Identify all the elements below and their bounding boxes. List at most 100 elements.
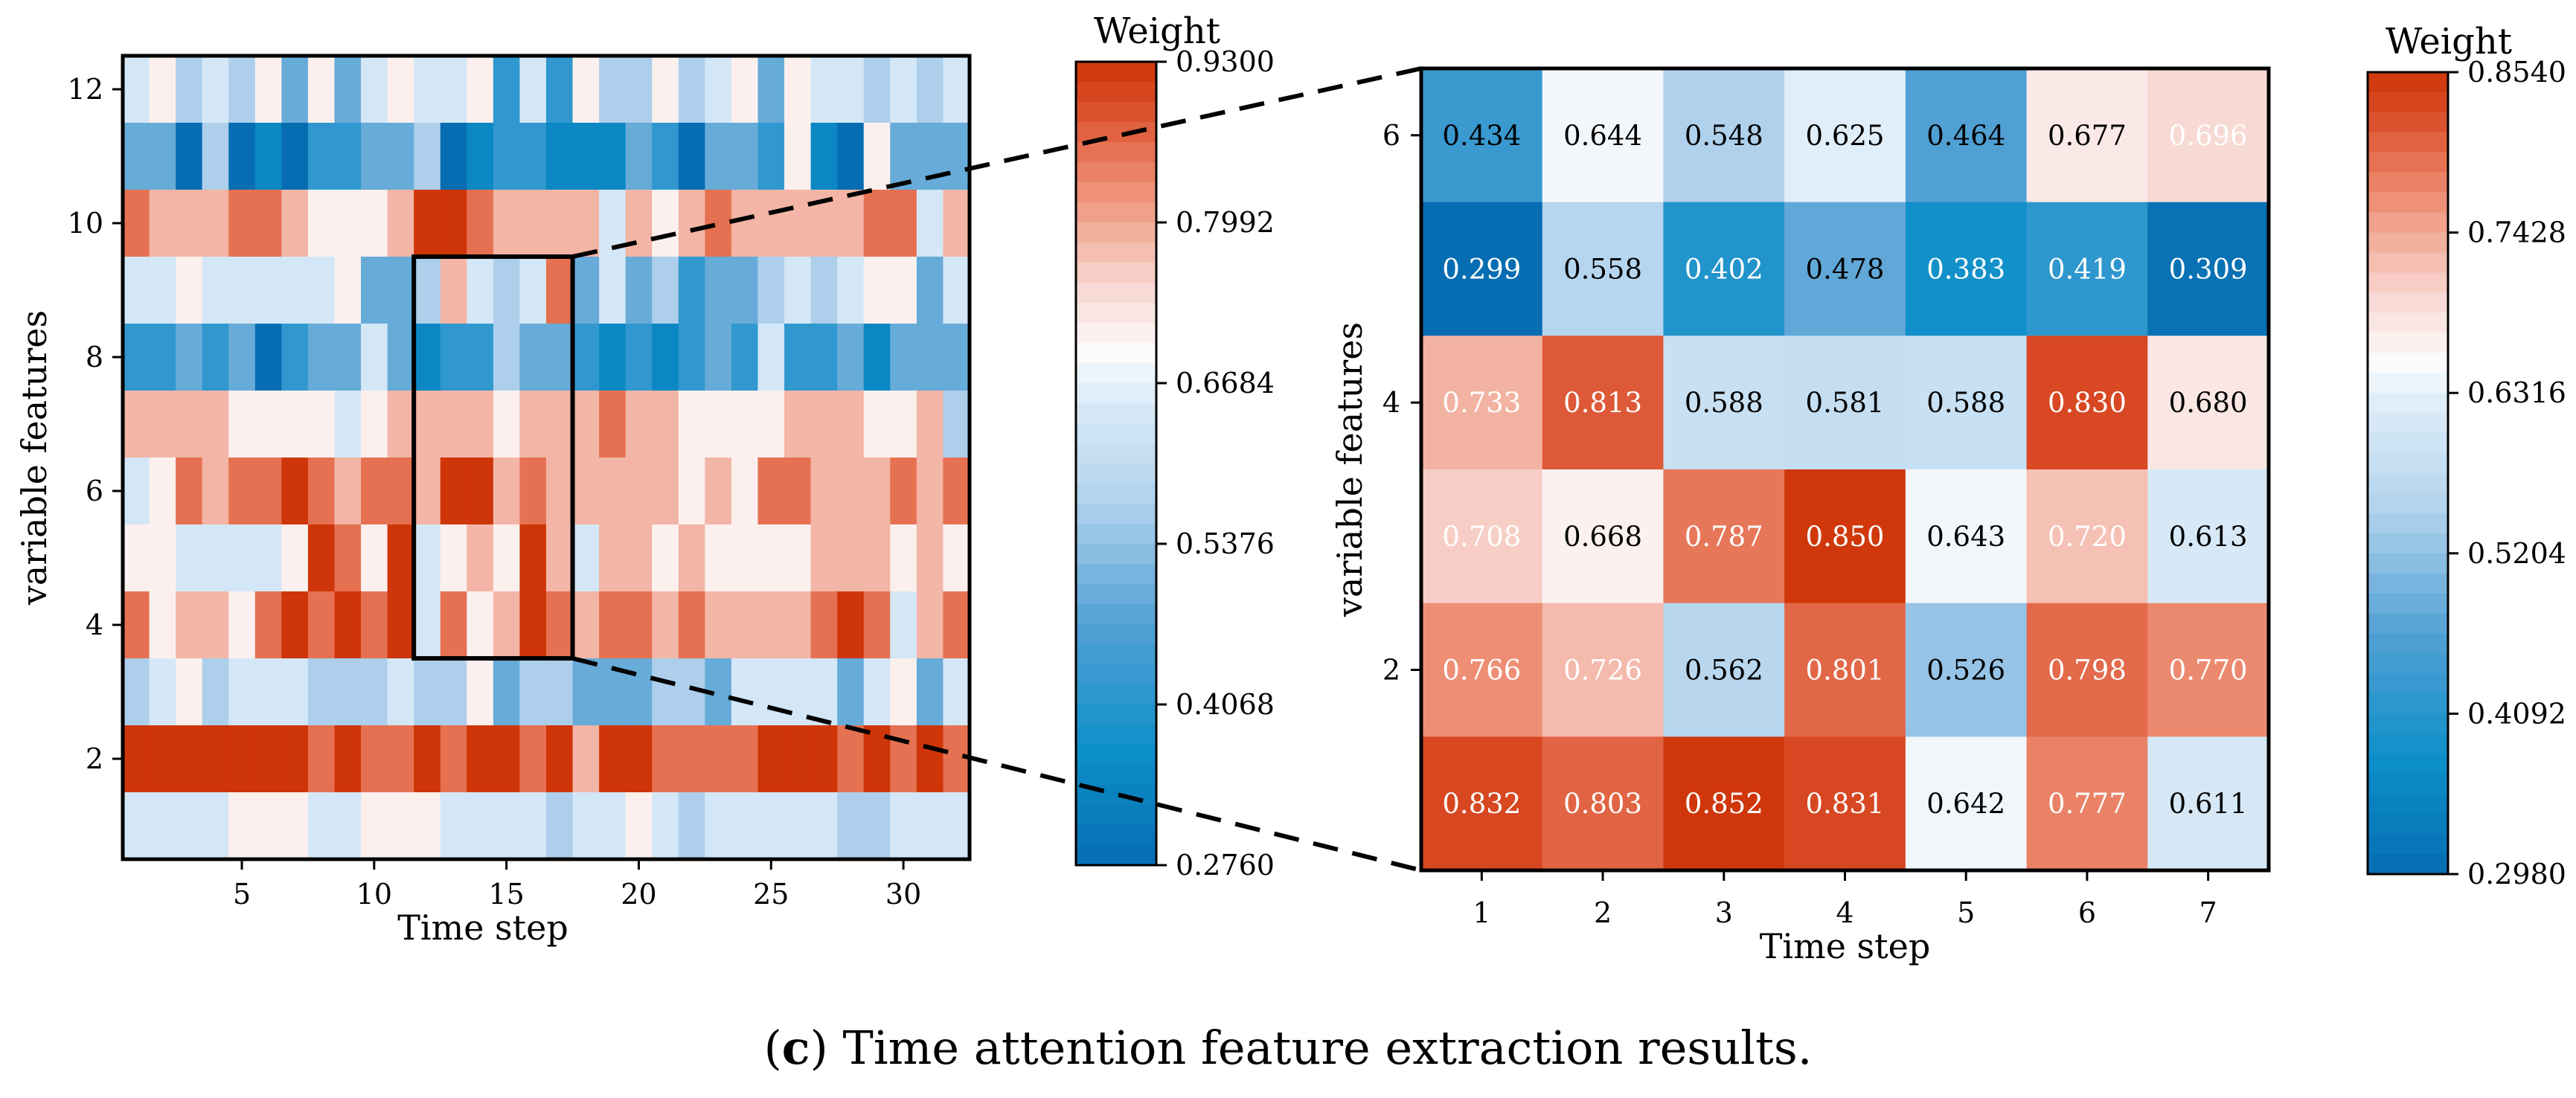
overview-ytick-label: 12 — [68, 73, 103, 106]
detail-cell — [1784, 469, 1906, 604]
colorbar1-segment — [1076, 122, 1156, 143]
overview-cell — [334, 658, 362, 726]
overview-cell — [149, 591, 176, 659]
colorbar2-tick-label: 0.5204 — [2467, 537, 2566, 570]
overview-cell — [361, 792, 388, 860]
overview-cell — [678, 725, 705, 793]
overview-ytick-label: 2 — [86, 742, 103, 775]
overview-cell — [123, 56, 150, 123]
overview-cell — [176, 458, 203, 525]
overview-cell — [361, 324, 388, 391]
colorbar2-segment — [2368, 633, 2448, 655]
overview-cell — [678, 391, 705, 458]
colorbar1-segment — [1076, 142, 1156, 163]
detail-cell-value: 0.611 — [2169, 788, 2248, 820]
overview-cell — [572, 56, 600, 123]
colorbar2-tick-label: 0.6316 — [2467, 376, 2566, 409]
detail-xtick-label: 6 — [2078, 896, 2096, 929]
overview-xtick-label: 25 — [753, 878, 789, 911]
colorbar1-segment — [1076, 263, 1156, 283]
overview-cell — [440, 190, 467, 257]
detail-cell — [2026, 68, 2148, 203]
overview-cell — [123, 324, 150, 391]
overview-cell — [519, 725, 547, 793]
detail-cell-value: 0.831 — [1806, 788, 1885, 820]
overview-cell — [467, 123, 494, 190]
detail-cell-value: 0.613 — [2169, 521, 2248, 553]
overview-cell — [678, 123, 705, 190]
overview-cell — [440, 391, 467, 458]
overview-cell — [599, 725, 627, 793]
overview-cell — [863, 391, 891, 458]
overview-cell — [307, 524, 336, 592]
overview-cell — [281, 257, 309, 324]
overview-cell — [572, 658, 600, 726]
overview-cell — [863, 658, 891, 726]
overview-ylabel: variable features — [14, 310, 54, 606]
detail-colorbar: 0.8540 0.7428 0.6316 0.5204 0.4092 0.2980 Weig… — [2366, 21, 2566, 890]
detail-cell-value: 0.402 — [1685, 254, 1763, 286]
detail-cell — [1421, 469, 1543, 604]
detail-cell-value: 0.562 — [1685, 655, 1763, 687]
overview-cell — [599, 56, 627, 123]
colorbar1-segment — [1076, 323, 1156, 344]
overview-cell — [810, 591, 838, 659]
overview-cell — [546, 725, 574, 793]
detail-cell-value: 0.777 — [2048, 788, 2127, 820]
colorbar2-segment — [2368, 613, 2448, 635]
overview-cell — [837, 591, 865, 659]
overview-cell — [519, 792, 547, 860]
overview-cell — [149, 324, 176, 391]
colorbar2-segment — [2368, 854, 2448, 875]
overview-cell — [387, 591, 414, 659]
colorbar1-segment — [1076, 544, 1156, 565]
detail-cell — [1663, 736, 1785, 871]
overview-cell — [440, 324, 467, 391]
overview-cell — [149, 458, 176, 525]
overview-cell — [414, 524, 441, 592]
overview-cell — [281, 324, 309, 391]
overview-cell — [387, 658, 414, 726]
overview-cell — [176, 190, 203, 257]
overview-cell — [254, 591, 282, 659]
overview-cell — [943, 792, 970, 860]
colorbar2-segment — [2368, 693, 2448, 714]
overview-cell — [546, 792, 574, 860]
overview-cell — [599, 257, 627, 324]
colorbar1-segment — [1076, 584, 1156, 605]
overview-cell — [916, 257, 944, 324]
colorbar2-segment — [2368, 292, 2448, 313]
overview-cell — [625, 190, 653, 257]
detail-cell-value: 0.625 — [1806, 120, 1885, 152]
detail-cell — [2026, 603, 2148, 737]
colorbar2-segment — [2368, 192, 2448, 214]
overview-cell — [123, 658, 150, 726]
colorbar1-segment — [1076, 383, 1156, 404]
overview-cell — [493, 391, 521, 458]
overview-cell — [546, 658, 574, 726]
overview-cell — [254, 658, 282, 726]
overview-cell — [546, 190, 574, 257]
detail-cell — [2147, 603, 2269, 737]
overview-cell — [493, 524, 521, 592]
overview-cell — [149, 792, 176, 860]
detail-cell — [1905, 469, 2028, 604]
detail-cell-value: 0.680 — [2169, 387, 2248, 419]
overview-cell — [149, 658, 176, 726]
overview-cell — [202, 190, 229, 257]
colorbar1-tick-label: 0.6684 — [1176, 367, 1275, 399]
overview-cell — [440, 123, 467, 190]
overview-cell — [307, 658, 336, 726]
overview-cell — [176, 257, 203, 324]
detail-cell-value: 0.643 — [1926, 521, 2005, 553]
colorbar1-segment — [1076, 463, 1156, 484]
overview-cell — [757, 391, 785, 458]
detail-cell-value: 0.558 — [1563, 254, 1642, 286]
overview-cell — [731, 324, 759, 391]
detail-xtick-label: 1 — [1473, 896, 1490, 929]
overview-cell — [890, 324, 917, 391]
overview-cell — [863, 190, 891, 257]
colorbar2-segment — [2368, 152, 2448, 173]
colorbar2-segment — [2368, 492, 2448, 514]
colorbar2-segment — [2368, 713, 2448, 734]
